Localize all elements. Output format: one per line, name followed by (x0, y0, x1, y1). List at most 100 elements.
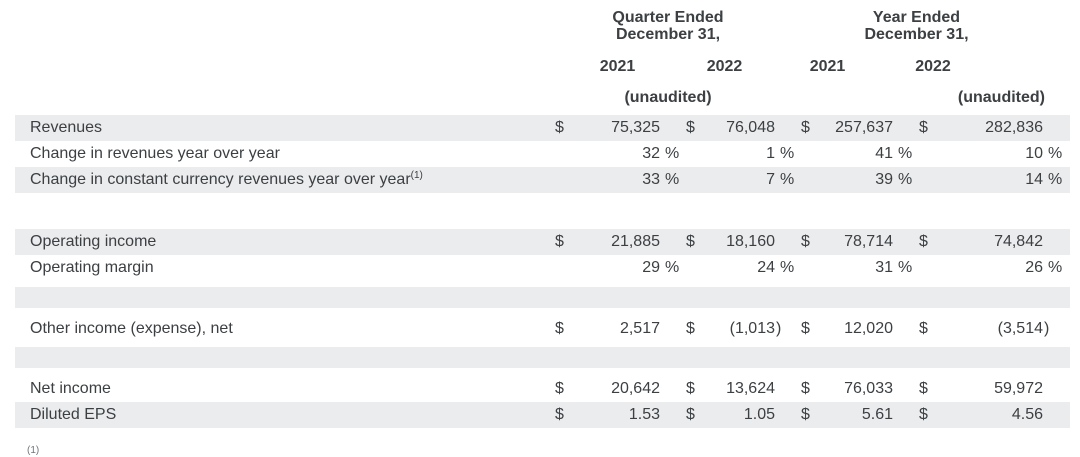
fy-2021-value: 5.61 (861, 406, 893, 423)
q4-2022-value: 18,160 (726, 233, 775, 250)
row-label: Change in constant currency revenues yea… (15, 167, 545, 193)
fy-2021-dollar-sign: $ (801, 380, 810, 397)
spacer-cell (995, 58, 1022, 76)
fy-2021-value-suffix: % (898, 145, 913, 162)
row-label-text: Change in revenues year over year (30, 145, 280, 162)
row-label-text: Other income (expense), net (30, 320, 233, 337)
spacer-row (15, 193, 1070, 229)
q4-2022-value-suffix: % (780, 145, 795, 162)
q4-2022-dollar-sign: $ (686, 406, 695, 423)
spacer-cell (545, 58, 575, 76)
table-row: Change in constant currency revenues yea… (15, 167, 1070, 193)
fy-2022-dollar-sign: $ (919, 380, 928, 397)
unaudited-row: (unaudited) (unaudited) (15, 89, 1070, 107)
table-row: Operating margin 29 % 24 % 31 % 26 % (15, 255, 1070, 281)
fy-2022-value-suffix (1043, 402, 1070, 428)
fy-2021-value: 39 (875, 171, 893, 188)
fy-2022-value-suffix (1043, 376, 1070, 402)
q4-2022-value: 76,048 (726, 119, 775, 136)
q4-2021-value: 75,325 (611, 119, 660, 136)
fy-2021-value: 31 (875, 259, 893, 276)
q4-2021-dollar-sign (545, 167, 575, 193)
row-label-text: Net income (30, 380, 111, 397)
fy-2022-dollar-sign: $ (919, 233, 928, 250)
q4-2022-dollar-sign: $ (686, 320, 695, 337)
fy-2022-dollar-sign: $ (919, 320, 928, 337)
table-row: Revenues $ 75,325 $ 76,048 $ 257,637 $ 2… (15, 115, 1070, 141)
spacer-cell (759, 58, 794, 76)
fy-2022-value: 59,972 (994, 380, 1043, 397)
year-ended-title: Year Ended December 31, (791, 9, 1070, 43)
fy-2022-value-suffix (1043, 229, 1070, 255)
fy-2022-value: 4.56 (1011, 406, 1043, 423)
fy-2022-value-suffix: % (1048, 171, 1063, 188)
q4-2022-dollar-sign: $ (686, 233, 695, 250)
spacer-row (15, 347, 1070, 368)
fy-2022-value-suffix: ) (1044, 320, 1050, 337)
row-label: Change in revenues year over year (15, 141, 545, 167)
q4-2021-dollar-sign: $ (555, 320, 564, 337)
fy-2021-dollar-sign: $ (801, 406, 810, 423)
column-group-titles: Quarter Ended December 31, Year Ended De… (15, 9, 1070, 43)
fy-2022-value: (3,514 (997, 320, 1043, 337)
table-row: Diluted EPS $ 1.53 $ 1.05 $ 5.61 $ 4.56 (15, 402, 1070, 428)
fy-2022-dollar-sign: $ (919, 406, 928, 423)
header-label-spacer (15, 89, 545, 107)
fy-2022-value-suffix: % (1048, 259, 1063, 276)
q4-2022-value-suffix (775, 376, 791, 402)
row-label: Revenues (15, 115, 545, 141)
fy-2021-value-suffix: % (898, 171, 913, 188)
q4-2021-value: 1.53 (628, 406, 660, 423)
q4-2021-value-suffix (660, 402, 676, 428)
row-label: Diluted EPS (15, 402, 545, 428)
spacer-row (15, 287, 1070, 308)
q4-2022-dollar-sign (676, 255, 706, 281)
fy-2021-value: 76,033 (844, 380, 893, 397)
spacer-cell (660, 58, 690, 76)
year-ended-line2: December 31, (864, 26, 969, 43)
fy-2022-dollar-sign (909, 255, 939, 281)
q4-2021-value: 29 (642, 259, 660, 276)
q4-2021-dollar-sign (545, 141, 575, 167)
spacer-cell (861, 58, 891, 76)
fy-2021-value-suffix (893, 376, 909, 402)
fy-2021-dollar-sign (791, 167, 826, 193)
year-q4-2021: 2021 (599, 58, 636, 75)
q4-2021-value-suffix: % (665, 171, 680, 188)
year-columns-row: 2021 2022 2021 2022 (15, 58, 1070, 76)
year-ended-line1: Year Ended (872, 9, 961, 26)
fy-2021-value-suffix (893, 115, 909, 141)
q4-2021-value: 21,885 (611, 233, 660, 250)
row-label: Operating income (15, 229, 545, 255)
quarter-ended-line1: Quarter Ended (612, 9, 724, 26)
year-q4-2022: 2022 (706, 58, 743, 75)
fy-2022-value-suffix (1043, 115, 1070, 141)
q4-2021-value: 33 (642, 171, 660, 188)
spacer-row (15, 308, 1070, 316)
q4-2022-dollar-sign (676, 167, 706, 193)
q4-2022-dollar-sign: $ (686, 380, 695, 397)
fy-2022-value: 14 (1025, 171, 1043, 188)
footnote-ref: (1) (410, 170, 423, 181)
fy-2022-dollar-sign (909, 167, 939, 193)
fy-2021-dollar-sign (791, 255, 826, 281)
footnote-marker: (1) (27, 445, 40, 456)
header-label-spacer (15, 9, 545, 43)
table-row: Net income $ 20,642 $ 13,624 $ 76,033 $ … (15, 376, 1070, 402)
q4-2022-value: 13,624 (726, 380, 775, 397)
q4-2021-value-suffix (660, 316, 676, 342)
spacer-row (15, 368, 1070, 376)
q4-2021-value: 20,642 (611, 380, 660, 397)
fy-2021-value-suffix (893, 402, 909, 428)
q4-2021-dollar-sign: $ (555, 233, 564, 250)
fy-2021-value-suffix (893, 229, 909, 255)
year-fy-2022: 2022 (915, 58, 951, 75)
fy-2022-value-suffix: % (1048, 145, 1063, 162)
row-label-text: Diluted EPS (30, 406, 117, 423)
q4-2021-dollar-sign: $ (555, 119, 564, 136)
q4-2021-dollar-sign (545, 255, 575, 281)
row-label: Operating margin (15, 255, 545, 281)
q4-2022-value-suffix: % (780, 259, 795, 276)
q4-2021-value: 2,517 (619, 320, 660, 337)
q4-2022-value-suffix (775, 402, 791, 428)
